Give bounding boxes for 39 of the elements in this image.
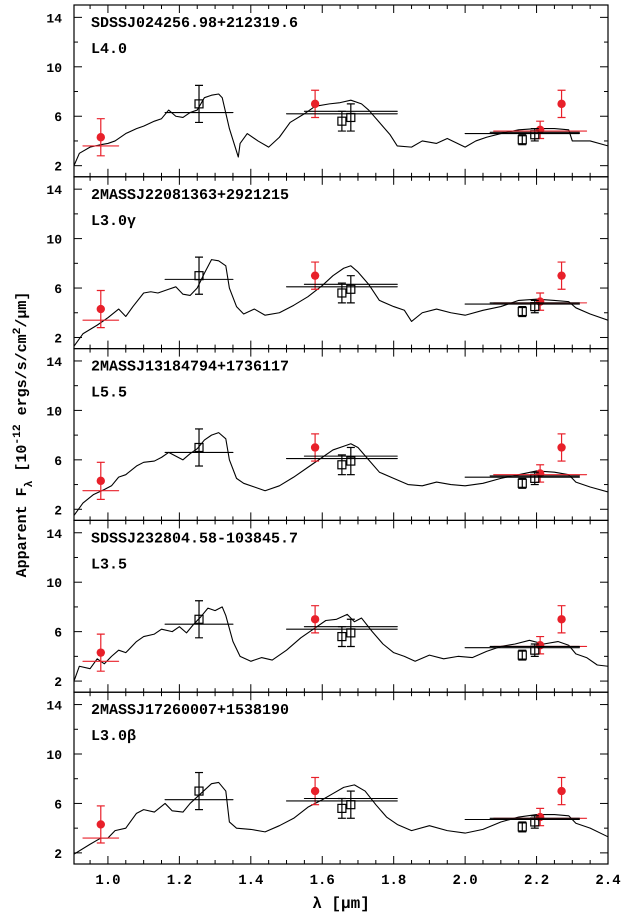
text: 2MASSJ22081363+2921215 xyxy=(91,186,290,204)
text: SDSSJ232804.58-103845.7 xyxy=(91,530,298,548)
x-tick-label: 2.4 xyxy=(595,873,621,889)
text: L3.5 xyxy=(91,556,128,574)
y-tick-label: 10 xyxy=(46,576,62,592)
x-tick-label: 1.2 xyxy=(166,873,192,889)
x-tick-label: 1.4 xyxy=(238,873,264,889)
y-tick-label: 10 xyxy=(46,404,62,420)
text: 2MASSJ17260007+1538190 xyxy=(91,702,290,720)
y-tick-label: 14 xyxy=(46,354,62,370)
y-tick-label: 2 xyxy=(54,675,62,690)
x-tick-label: 2.0 xyxy=(452,873,478,889)
y-tick-label: 6 xyxy=(54,282,62,298)
y-tick-label: 14 xyxy=(46,526,62,542)
text: L4.0 xyxy=(91,41,128,58)
y-tick-label: 6 xyxy=(54,454,62,469)
text: L3.0γ xyxy=(91,212,136,230)
text: L3.0β xyxy=(91,728,136,746)
y-tick-label: 2 xyxy=(54,846,62,862)
y-tick-label: 6 xyxy=(54,110,62,126)
x-tick-label: 1.8 xyxy=(381,873,406,889)
y-tick-label: 6 xyxy=(54,797,62,812)
y-tick-label: 2 xyxy=(54,503,62,518)
y-tick-label: 10 xyxy=(46,232,62,248)
y-tick-label: 10 xyxy=(46,748,62,763)
x-tick-label: 2.2 xyxy=(524,873,550,889)
y-tick-label: 14 xyxy=(46,698,62,714)
x-tick-label: 1.6 xyxy=(310,873,335,889)
y-tick-label: 10 xyxy=(46,60,62,76)
x-axis-title: λ [μm] xyxy=(312,895,370,913)
y-tick-label: 2 xyxy=(54,160,62,175)
text: SDSSJ024256.98+212319.6 xyxy=(91,15,298,32)
text: 2MASSJ13184794+1736117 xyxy=(91,358,290,376)
y-tick-label: 6 xyxy=(54,626,62,641)
y-tick-label: 14 xyxy=(46,183,62,198)
y-tick-label: 14 xyxy=(46,11,62,26)
y-tick-label: 2 xyxy=(54,331,62,346)
x-tick-label: 1.0 xyxy=(95,873,121,889)
text: L5.5 xyxy=(91,384,128,402)
